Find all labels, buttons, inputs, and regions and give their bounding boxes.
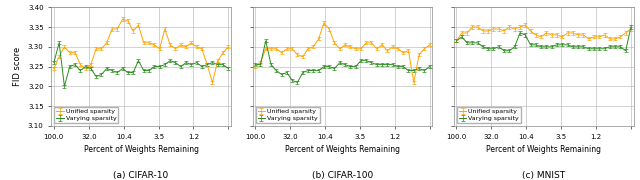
X-axis label: Percent of Weights Remaining: Percent of Weights Remaining xyxy=(486,145,601,154)
Text: (c) MNIST: (c) MNIST xyxy=(522,171,565,180)
X-axis label: Percent of Weights Remaining: Percent of Weights Remaining xyxy=(84,145,198,154)
X-axis label: Percent of Weights Remaining: Percent of Weights Remaining xyxy=(285,145,400,154)
Y-axis label: FID score: FID score xyxy=(13,47,22,86)
Legend: Unified sparsity, Varying sparsity: Unified sparsity, Varying sparsity xyxy=(457,107,521,123)
Legend: Unified sparsity, Varying sparsity: Unified sparsity, Varying sparsity xyxy=(255,107,319,123)
Text: (b) CIFAR-100: (b) CIFAR-100 xyxy=(312,171,373,180)
Legend: Unified sparsity, Varying sparsity: Unified sparsity, Varying sparsity xyxy=(54,107,118,123)
Text: (a) CIFAR-10: (a) CIFAR-10 xyxy=(113,171,169,180)
